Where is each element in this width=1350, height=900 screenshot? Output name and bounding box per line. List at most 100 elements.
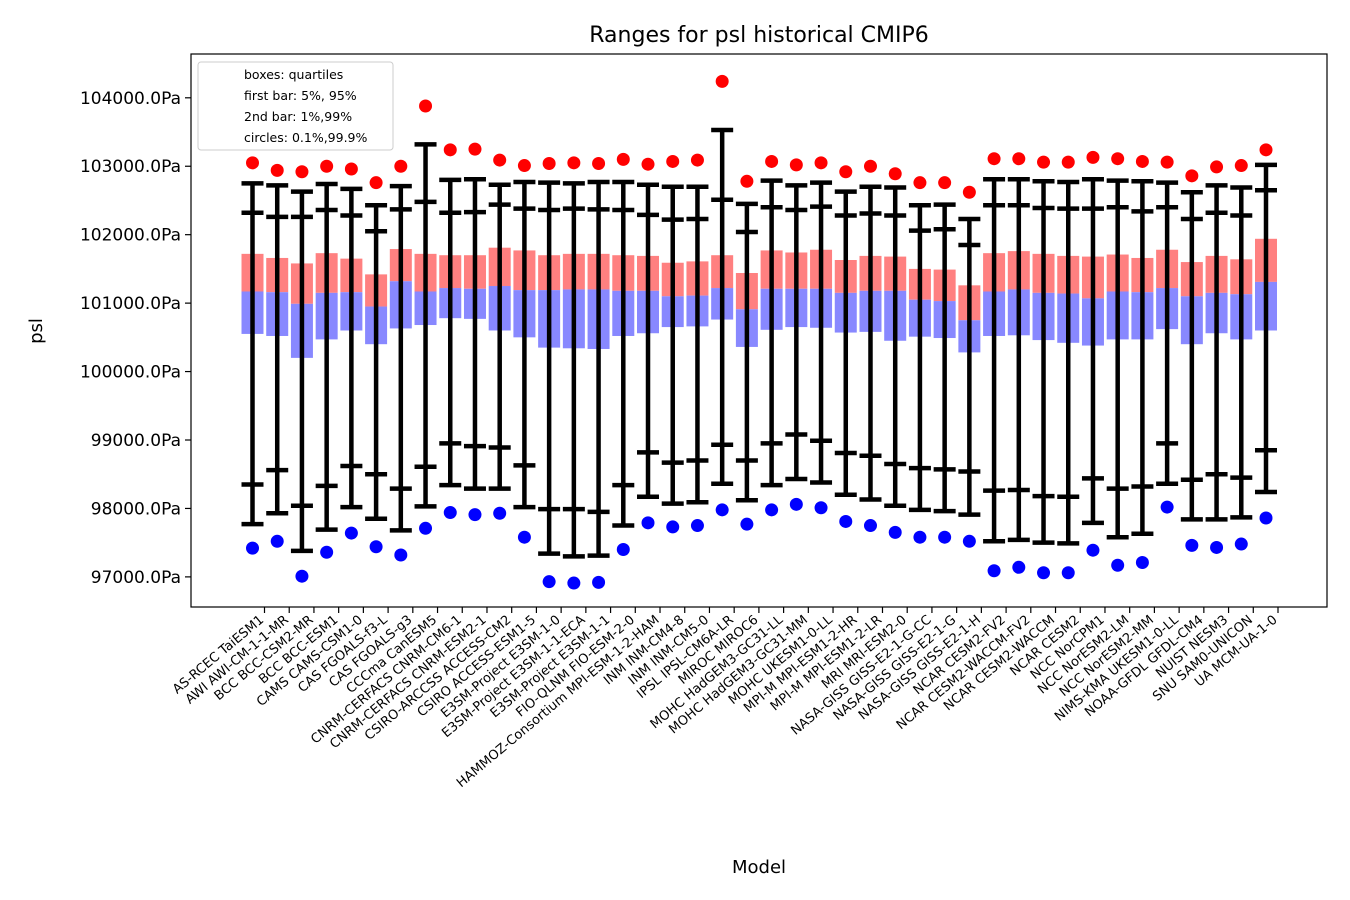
p999-point <box>938 176 952 190</box>
model-range-group <box>389 159 412 562</box>
p01-point <box>690 519 704 533</box>
model-range-group <box>414 99 437 535</box>
model-range-group <box>1106 152 1129 572</box>
p01-point <box>1135 556 1149 570</box>
y-tick-label: 99000.0Pa <box>91 431 181 451</box>
p01-point <box>270 534 284 548</box>
p999-point <box>814 156 828 170</box>
y-tick-label: 97000.0Pa <box>91 568 181 588</box>
p999-point <box>987 152 1001 166</box>
model-range-group <box>661 154 684 534</box>
p01-point <box>320 545 334 559</box>
p01-point <box>369 540 383 554</box>
p01-point <box>1210 540 1224 554</box>
p01-point <box>246 541 259 555</box>
p01-point <box>938 530 952 544</box>
model-range-group <box>587 157 610 589</box>
model-range-group <box>340 162 363 540</box>
model-range-group <box>1131 154 1154 570</box>
p999-point <box>592 157 606 171</box>
p999-point <box>839 165 853 179</box>
p999-point <box>1234 159 1248 173</box>
p01-point <box>295 569 309 583</box>
y-tick-label: 98000.0Pa <box>91 499 181 519</box>
p999-point <box>517 159 531 173</box>
model-range-group <box>612 152 635 557</box>
p01-point <box>715 503 729 517</box>
p01-point <box>839 514 853 528</box>
y-tick-label: 100000.0Pa <box>80 363 181 383</box>
model-range-group <box>983 152 1006 578</box>
y-tick-label: 102000.0Pa <box>80 226 181 246</box>
model-range-group <box>1156 155 1179 514</box>
model-range-group <box>241 156 264 555</box>
model-range-group <box>1007 152 1030 574</box>
p999-point <box>1086 150 1100 164</box>
legend: boxes: quartiles first bar: 5%, 95% 2nd … <box>197 61 394 151</box>
model-range-group <box>933 176 956 544</box>
p999-point <box>419 99 433 113</box>
p01-point <box>666 520 680 534</box>
model-range-group <box>1255 143 1277 525</box>
p01-point <box>1061 566 1075 580</box>
p999-point <box>246 156 259 170</box>
chart-title: Ranges for psl historical CMIP6 <box>589 23 929 48</box>
y-tick-label: 101000.0Pa <box>80 294 181 314</box>
model-range-group <box>884 167 907 539</box>
p999-point <box>616 152 630 166</box>
y-tick-label: 104000.0Pa <box>80 89 181 109</box>
model-range-group <box>315 159 338 559</box>
p999-point <box>1210 160 1224 174</box>
p999-point <box>443 143 457 157</box>
p01-point <box>863 519 877 533</box>
model-range-group <box>686 153 709 533</box>
p01-point <box>517 530 531 544</box>
p999-point <box>394 159 408 173</box>
p999-point <box>468 142 482 156</box>
p01-point <box>789 497 803 511</box>
legend-frame <box>197 61 394 151</box>
model-range-group <box>859 159 882 533</box>
model-range-group <box>1205 160 1228 554</box>
p01-point <box>419 521 433 535</box>
p999-point <box>369 176 383 190</box>
p01-point <box>740 517 754 531</box>
p01-point <box>1086 543 1100 557</box>
p999-point <box>666 154 680 168</box>
model-range-group <box>834 165 857 528</box>
model-range-group <box>562 156 585 590</box>
p01-point <box>616 543 630 557</box>
p999-point <box>1037 155 1051 169</box>
model-range-group <box>463 142 486 522</box>
legend-entry: 2nd bar: 1%,99% <box>244 109 352 124</box>
model-range-group <box>958 185 981 548</box>
model-range-group <box>711 74 734 517</box>
p01-point <box>1111 558 1125 572</box>
plot-area <box>190 53 1328 608</box>
p01-point <box>1234 537 1248 551</box>
model-range-group <box>439 143 462 520</box>
model-range-group <box>266 163 289 548</box>
y-axis-label: psl <box>26 318 47 344</box>
p01-point <box>888 525 902 539</box>
p01-point <box>592 575 606 589</box>
model-range-group <box>1032 155 1055 580</box>
model-range-group <box>760 154 783 517</box>
model-range-group <box>1081 150 1104 557</box>
p999-point <box>1259 143 1273 157</box>
p01-point <box>344 526 358 540</box>
model-range-group <box>1180 169 1203 552</box>
model-range-group <box>810 156 833 515</box>
p01-point <box>542 575 556 589</box>
model-range-group <box>637 157 660 530</box>
p999-point <box>690 153 704 167</box>
y-tick-label: 103000.0Pa <box>80 157 181 177</box>
p999-point <box>1061 155 1075 169</box>
model-range-group <box>1230 159 1253 551</box>
p999-point <box>765 154 779 168</box>
p999-point <box>888 167 902 181</box>
model-range-group <box>735 174 758 531</box>
p999-point <box>1185 169 1199 183</box>
model-range-group <box>365 176 388 554</box>
